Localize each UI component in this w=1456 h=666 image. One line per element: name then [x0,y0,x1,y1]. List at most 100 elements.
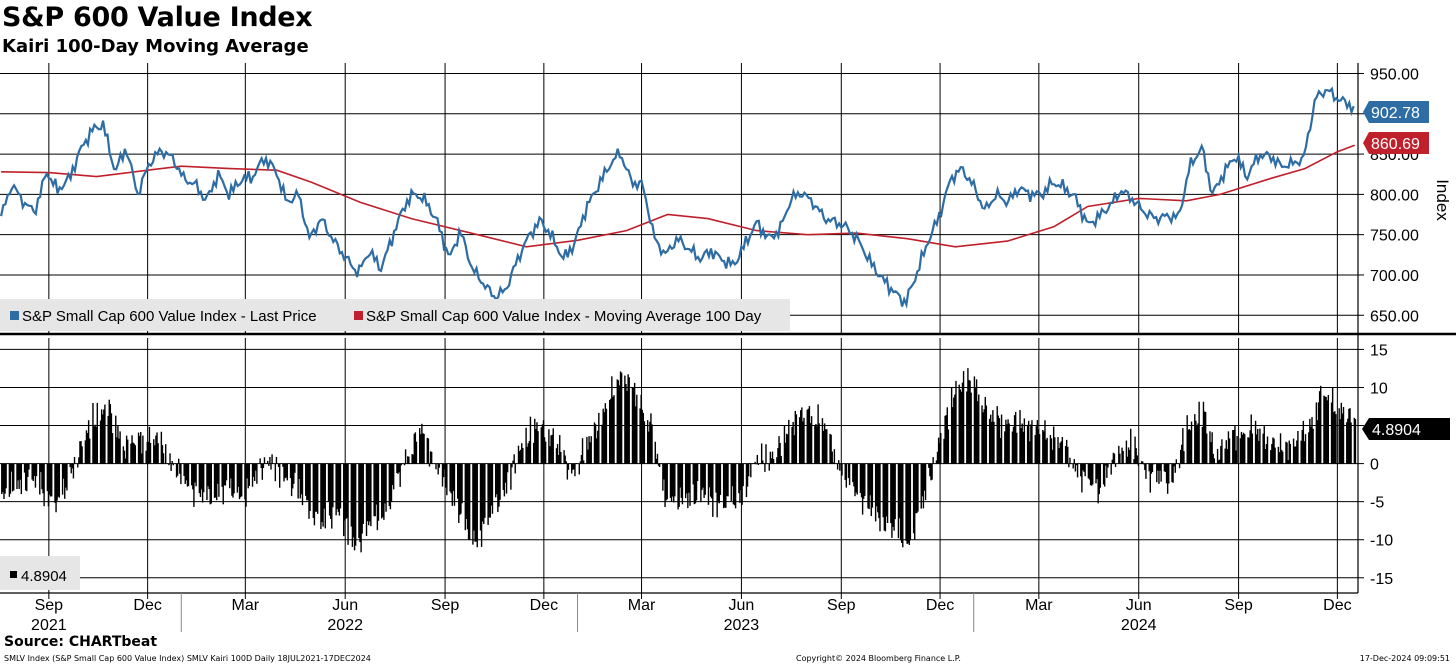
kairi-bar [1081,463,1083,493]
kairi-bar [268,463,270,467]
kairi-bar [826,429,828,464]
kairi-bar [1257,428,1259,464]
kairi-bar [779,442,781,464]
kairi-bar [384,463,386,504]
kairi-bar [929,463,931,477]
kairi-bar [183,463,185,477]
kairi-bar [261,463,264,480]
kairi-bar [946,407,948,464]
kairi-bar [140,432,142,464]
kairi-bar [856,463,858,495]
kairi-bar [1265,443,1268,464]
kairi-bar [125,435,128,464]
kairi-bar [715,463,717,493]
kairi-bar [655,458,658,464]
kairi-bar [1304,434,1307,464]
kairi-bar [701,463,703,490]
kairi-bar [160,431,163,464]
kairi-bar [657,463,660,466]
kairi-bar [1278,452,1281,464]
kairi-bar [610,398,612,464]
kairi-bar [1103,463,1106,487]
kairi-bar [1057,437,1059,464]
kairi-bar [95,426,97,464]
kairi-bar [510,463,512,490]
kairi-bar [611,376,613,464]
kairi-bar [365,463,368,536]
kairi-bar [352,463,355,538]
kairi-bar [692,463,694,485]
kairi-bar [200,463,203,490]
kairi-bar [172,463,174,466]
kairi-bar [1239,438,1242,464]
kairi-bar [1280,449,1283,464]
kairi-bar [1285,441,1287,464]
kairi-bar [541,424,544,464]
kairi-bar [1333,412,1335,464]
kairi-bar [581,438,584,464]
kairi-bar [390,463,393,502]
kairi-bar [368,463,370,526]
kairi-bar [788,419,790,464]
kairi-bar [884,463,887,532]
kairi-bar [375,463,377,505]
kairi-bar [481,463,484,522]
kairi-bar [1327,395,1330,464]
kairi-bar [99,420,102,464]
kairi-bar [1196,425,1198,464]
top-ytick-label: 750.00 [1370,228,1419,245]
kairi-bar [702,463,704,488]
kairi-bar [922,463,925,509]
kairi-bar [339,463,342,509]
kairi-bar [421,423,423,464]
kairi-bar [999,437,1002,464]
kairi-bar [467,463,470,540]
kairi-bar [664,463,666,508]
kairi-bar [810,416,813,464]
kairi-bar [1273,438,1275,464]
kairi-bar [149,442,152,464]
kairi-bar [210,463,212,504]
kairi-bar [461,463,463,504]
kairi-bar [597,430,599,464]
kairi-bar [123,450,126,464]
kairi-bar [969,380,971,464]
kairi-bar [631,387,634,464]
kairi-bar [666,463,668,500]
kairi-bar [193,463,195,507]
kairi-bar [218,463,220,497]
kairi-bar [598,412,600,464]
kairi-bar [1324,396,1326,464]
year-label: 2022 [327,617,363,634]
kairi-bar [1240,431,1243,464]
kairi-bar [1197,423,1199,464]
kairi-bar [34,463,37,488]
kairi-bar [194,463,196,483]
kairi-bar [156,432,158,464]
kairi-bar [1297,431,1299,464]
kairi-bar [575,463,577,464]
kairi-bar [376,463,379,531]
kairi-bar [111,433,114,464]
kairi-bar [31,463,33,480]
kairi-bar [443,463,446,470]
kairi-bar [863,463,865,499]
kairi-bar [769,451,772,464]
kairi-bar [1340,402,1343,464]
kairi-bar [452,463,455,492]
kairi-bar [626,390,628,464]
kairi-bar [1264,449,1267,464]
kairi-bar [832,462,834,464]
kairi-bar [118,438,120,464]
kairi-bar [943,438,945,464]
kairi-bar [807,408,810,464]
kairi-bar [991,421,993,464]
kairi-bar [557,455,560,464]
kairi-bar [1210,442,1212,464]
kairi-bar [1007,419,1009,464]
kairi-bar [180,463,182,485]
kairi-bar [1326,400,1328,464]
kairi-bar [306,463,308,501]
kairi-bar [1347,418,1349,464]
kairi-bar [1270,450,1272,464]
